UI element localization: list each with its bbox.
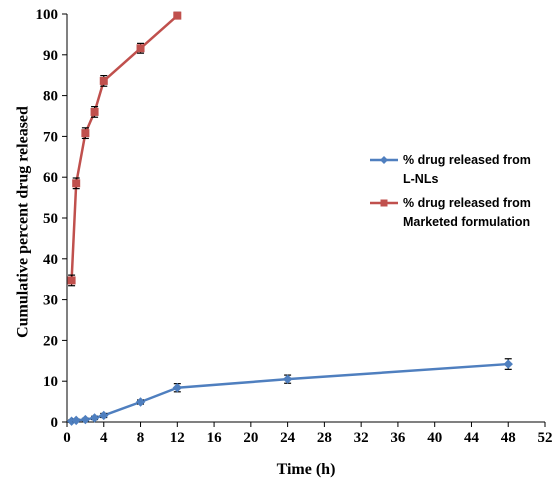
data-point xyxy=(282,374,293,384)
x-tick-label: 48 xyxy=(501,430,516,446)
data-point xyxy=(90,107,99,116)
legend-item-1: % drug released from L-NLs xyxy=(370,153,531,186)
legend-item-2: % drug released from Marketed formulation xyxy=(370,196,531,229)
x-tick-label: 32 xyxy=(354,430,369,446)
data-point xyxy=(99,76,108,85)
x-tick-label: 0 xyxy=(63,430,71,446)
x-tick-label: 44 xyxy=(464,430,480,446)
axes: 0 4 8 12 16 20 24 28 32 36 40 44 48 52 01020304050607… xyxy=(36,7,553,446)
x-tick-label: 24 xyxy=(280,430,296,446)
series-line xyxy=(70,14,179,281)
y-tick-label: 90 xyxy=(43,48,58,64)
data-point xyxy=(135,397,146,407)
x-tick-label: 8 xyxy=(137,430,145,446)
y-tick-label: 10 xyxy=(43,374,58,390)
y-tick-label: 40 xyxy=(43,252,58,268)
x-tick-label: 28 xyxy=(317,430,332,446)
x-tick-label: 52 xyxy=(538,430,553,446)
legend-marker xyxy=(380,199,388,207)
series-line xyxy=(71,362,509,423)
x-tick-label: 20 xyxy=(243,430,258,446)
data-point xyxy=(71,415,81,426)
legend-label: Marketed formulation xyxy=(403,215,530,229)
y-tick-label: 30 xyxy=(43,293,58,309)
data-point xyxy=(99,410,109,421)
legend-marker xyxy=(380,156,388,164)
legend-label: L-NLs xyxy=(403,172,438,186)
data-point xyxy=(173,11,182,20)
data-point xyxy=(72,179,81,188)
series-layer xyxy=(66,11,513,426)
x-tick-label: 4 xyxy=(100,430,108,446)
series-1 xyxy=(66,358,513,426)
y-tick-label: 0 xyxy=(51,415,59,431)
data-point xyxy=(136,44,145,53)
y-axis-title: Cumulative percent drug released xyxy=(15,106,32,338)
y-tick-label: 80 xyxy=(43,89,58,105)
series-2 xyxy=(67,11,182,287)
data-point xyxy=(67,276,76,285)
y-ticks: 0 10 20 30 40 50 60 70 80 90 100 xyxy=(36,7,67,431)
x-ticks: 0 4 8 12 16 20 24 28 32 36 40 44 48 52 xyxy=(63,422,553,446)
y-tick-label: 60 xyxy=(43,170,58,186)
x-tick-label: 12 xyxy=(170,430,185,446)
y-tick-label: 100 xyxy=(36,7,59,23)
y-tick-label: 20 xyxy=(43,333,58,349)
x-tick-label: 40 xyxy=(427,430,442,446)
y-tick-label: 50 xyxy=(43,211,58,227)
data-point xyxy=(172,383,183,393)
data-point xyxy=(503,359,513,369)
x-tick-label: 16 xyxy=(207,430,223,446)
x-tick-label: 36 xyxy=(390,430,406,446)
legend-label: % drug released from xyxy=(403,153,531,167)
y-tick-label: 70 xyxy=(43,129,58,145)
legend-label: % drug released from xyxy=(403,196,531,210)
data-point xyxy=(80,414,91,425)
data-point xyxy=(89,413,100,423)
x-axis-title: Time (h) xyxy=(277,461,336,478)
data-point xyxy=(81,129,90,138)
